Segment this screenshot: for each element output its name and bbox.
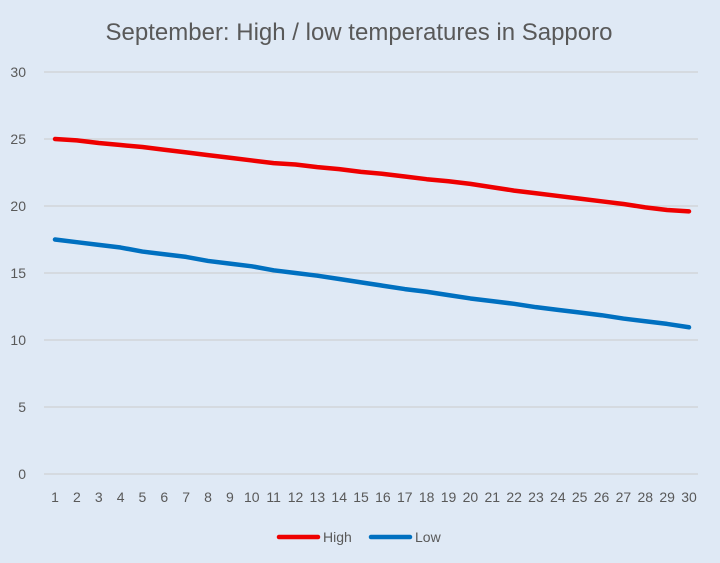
- legend-label-low: Low: [415, 529, 442, 545]
- x-tick-label: 15: [353, 489, 369, 505]
- x-tick-label: 20: [463, 489, 479, 505]
- x-tick-label: 9: [226, 489, 234, 505]
- y-tick-label: 15: [10, 265, 26, 281]
- x-tick-label: 5: [139, 489, 147, 505]
- y-axis-ticks: 0 5 10 15 20 25 30: [10, 64, 26, 482]
- x-tick-label: 10: [244, 489, 260, 505]
- x-tick-label: 27: [616, 489, 632, 505]
- x-tick-label: 7: [182, 489, 190, 505]
- y-tick-label: 30: [10, 64, 26, 80]
- x-tick-label: 19: [441, 489, 457, 505]
- legend: High Low: [276, 529, 442, 545]
- series-line-low: [52, 237, 692, 330]
- x-tick-label: 25: [572, 489, 588, 505]
- x-tick-label: 26: [594, 489, 610, 505]
- y-tick-label: 5: [18, 399, 26, 415]
- y-tick-label: 0: [18, 466, 26, 482]
- gridlines: [44, 71, 698, 475]
- x-tick-label: 28: [637, 489, 653, 505]
- x-tick-label: 17: [397, 489, 413, 505]
- x-tick-label: 8: [204, 489, 212, 505]
- legend-label-high: High: [323, 529, 352, 545]
- x-tick-label: 16: [375, 489, 391, 505]
- x-tick-label: 18: [419, 489, 435, 505]
- x-tick-label: 2: [73, 489, 81, 505]
- x-tick-label: 29: [659, 489, 675, 505]
- x-tick-label: 22: [506, 489, 522, 505]
- y-tick-label: 25: [10, 131, 26, 147]
- x-tick-label: 6: [160, 489, 168, 505]
- x-tick-label: 23: [528, 489, 544, 505]
- x-tick-label: 3: [95, 489, 103, 505]
- x-tick-label: 4: [117, 489, 125, 505]
- y-tick-label: 20: [10, 198, 26, 214]
- x-tick-label: 21: [484, 489, 500, 505]
- x-tick-label: 24: [550, 489, 566, 505]
- chart-title: September: High / low temperatures in Sa…: [106, 19, 613, 46]
- x-tick-label: 30: [681, 489, 697, 505]
- x-tick-label: 14: [331, 489, 347, 505]
- series-lines: [52, 136, 692, 330]
- x-tick-label: 11: [266, 489, 281, 505]
- x-tick-label: 13: [310, 489, 326, 505]
- x-axis-ticks: 1 2 3 4 5 6 7 8 9 10 11 12 13 14 15 16 17 18 19 20 21 22 23 24 2…: [51, 489, 697, 505]
- y-tick-label: 10: [10, 332, 26, 348]
- x-tick-label: 1: [51, 489, 59, 505]
- x-tick-label: 12: [288, 489, 304, 505]
- series-line-high: [52, 136, 692, 214]
